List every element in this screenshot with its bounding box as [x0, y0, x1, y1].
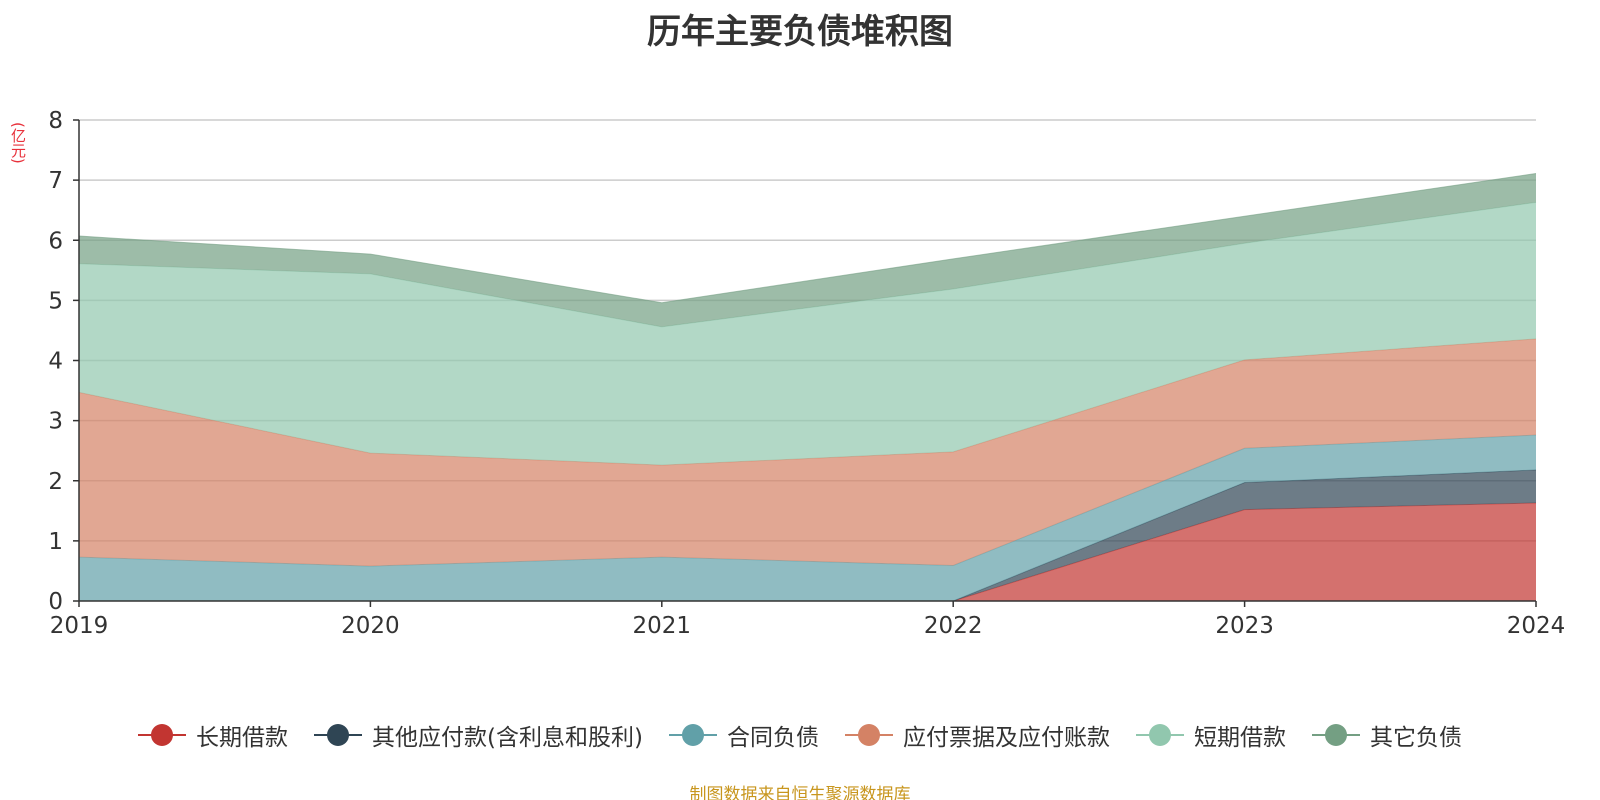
axes: 0 1 2 3 4 5 6 7 8 2019 2020 2021 2022 2023 2024	[48, 108, 1565, 639]
legend-item-2[interactable]: 其他应付款(含利息和股利)	[314, 718, 643, 752]
x-tick-label-2024: 2024	[1507, 613, 1566, 639]
x-tick-label-2023: 2023	[1215, 613, 1274, 639]
y-tick-label-4: 4	[48, 349, 63, 375]
area-series-1	[79, 502, 1536, 601]
legend-marker-icon	[668, 723, 717, 747]
data-source-note: 制图数据来自恒生聚源数据库	[689, 785, 911, 800]
legend-item-1[interactable]: 长期借款	[138, 718, 288, 752]
legend-label: 长期借款	[196, 725, 289, 751]
area-series-5	[79, 202, 1536, 466]
y-tick-label-6: 6	[48, 228, 63, 254]
y-tick-label-3: 3	[48, 409, 63, 435]
y-tick-label-8: 8	[48, 108, 63, 134]
legend-label: 其他应付款(含利息和股利)	[372, 725, 643, 751]
legend-label: 其它负债	[1369, 725, 1462, 751]
legend-label: 合同负债	[726, 725, 819, 751]
line-series-6	[78, 173, 1537, 304]
y-tick-label-1: 1	[48, 529, 63, 555]
area-series-6	[79, 173, 1536, 327]
legend-marker-icon	[1311, 723, 1360, 747]
legend-label: 应付票据及应付账款	[902, 725, 1110, 751]
x-tick-label-2020: 2020	[341, 613, 400, 639]
legend: 长期借款 其他应付款(含利息和股利) 合同负债 应付票据及应付账款 短期借款 其它负债	[0, 718, 1600, 752]
y-axis-unit-label: (亿元)	[9, 122, 27, 164]
chart-title: 历年主要负债堆积图	[647, 12, 953, 52]
area-series-4	[79, 338, 1536, 567]
area-series-group	[78, 173, 1537, 602]
x-tick-label-2021: 2021	[633, 613, 692, 639]
legend-marker-icon	[1135, 723, 1184, 747]
legend-marker-icon	[138, 723, 187, 747]
legend-item-4[interactable]: 应付票据及应付账款	[844, 718, 1110, 752]
y-tick-label-5: 5	[48, 288, 63, 314]
y-tick-label-7: 7	[48, 168, 63, 194]
x-tick-label-2022: 2022	[924, 613, 983, 639]
legend-label: 短期借款	[1193, 725, 1286, 751]
y-tick-label-2: 2	[48, 469, 63, 495]
legend-item-5[interactable]: 短期借款	[1135, 718, 1286, 752]
legend-item-6[interactable]: 其它负债	[1311, 718, 1462, 752]
area-series-3	[79, 435, 1536, 601]
legend-item-3[interactable]: 合同负债	[668, 718, 819, 752]
y-tick-label-0: 0	[48, 589, 63, 615]
legend-marker-icon	[314, 723, 363, 747]
x-tick-label-2019: 2019	[50, 613, 109, 639]
legend-marker-icon	[844, 723, 893, 747]
area-series-2	[79, 469, 1536, 601]
